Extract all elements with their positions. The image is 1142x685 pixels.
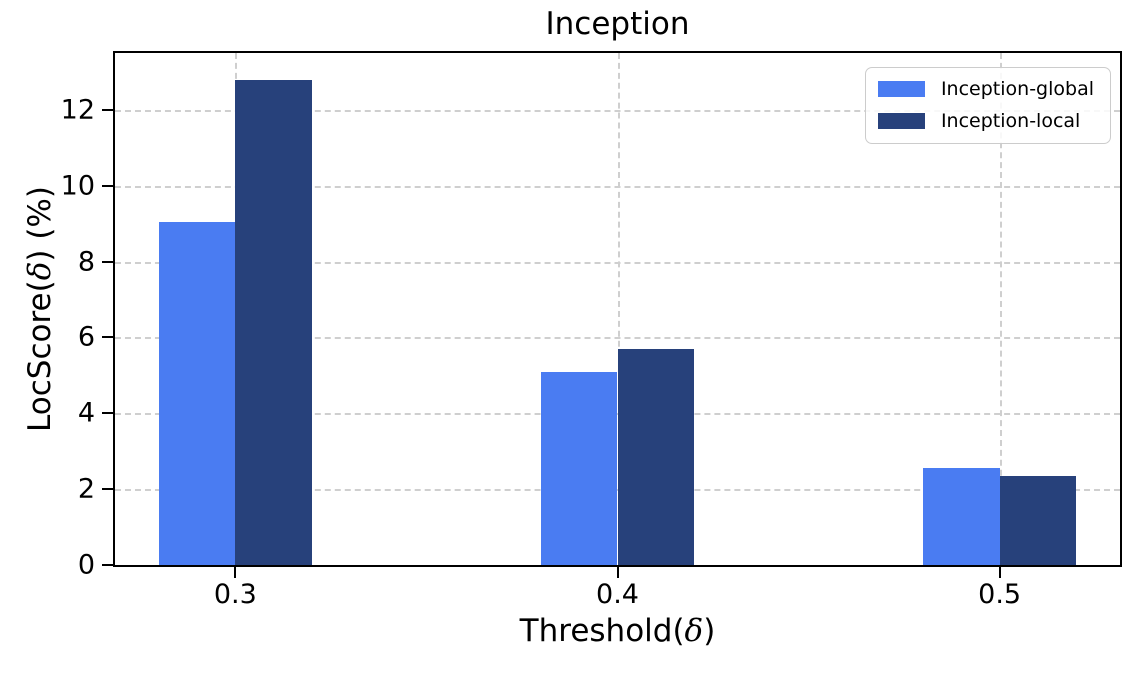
- y-tick-mark: [102, 412, 113, 415]
- y-tick-label: 6: [77, 321, 95, 353]
- y-tick-label: 0: [77, 549, 95, 581]
- legend-label: Inception-local: [940, 109, 1081, 132]
- legend-swatch-inception-global: [877, 81, 925, 98]
- x-tick-label: 0.3: [213, 579, 257, 610]
- legend-label: Inception-global: [940, 78, 1094, 100]
- chart-title: Inception: [545, 6, 690, 42]
- y-tick-mark: [102, 336, 113, 339]
- y-tick-mark: [102, 184, 113, 187]
- x-axis-label-text: Threshold(: [519, 613, 685, 649]
- delta-symbol: δ: [22, 261, 58, 281]
- x-axis-label-suffix: ): [703, 613, 716, 649]
- y-tick-label: 10: [60, 170, 95, 202]
- legend: Inception-global Inception-local: [864, 67, 1111, 144]
- y-axis-label: LocScore(δ) (%): [22, 186, 58, 432]
- y-tick-mark: [102, 488, 113, 491]
- y-axis-label-suffix: ) (%): [22, 186, 58, 262]
- y-tick-label: 2: [77, 473, 95, 505]
- gridline-vertical: [999, 53, 1002, 565]
- delta-symbol: δ: [684, 613, 704, 649]
- bar-inception-local-0.4: [617, 348, 694, 565]
- y-tick-label: 8: [77, 246, 95, 278]
- x-axis-label: Threshold(δ): [113, 613, 1122, 649]
- legend-item-inception-local: Inception-local: [877, 109, 1094, 133]
- x-tick-mark: [234, 567, 237, 578]
- x-tick-label: 0.4: [596, 579, 639, 610]
- y-tick-label: 4: [77, 397, 95, 429]
- y-tick-mark: [102, 260, 113, 263]
- bar-inception-global-0.5: [923, 468, 1000, 565]
- x-tick-mark: [998, 567, 1001, 578]
- legend-swatch-inception-local: [877, 113, 925, 130]
- bar-inception-global-0.4: [541, 371, 618, 565]
- x-tick-label: 0.5: [978, 579, 1022, 610]
- plot-area: 0 2 4 6 8 10 12 0.3 0.4 0.5 Inception-global Incept…: [61, 51, 1122, 608]
- gridline-vertical: [617, 53, 620, 565]
- bar-inception-global-0.3: [158, 221, 236, 565]
- x-tick-mark: [616, 567, 619, 578]
- y-tick-mark: [102, 564, 113, 566]
- y-axis-label-text: LocScore(: [22, 280, 58, 432]
- y-tick-label: 12: [60, 94, 95, 126]
- bar-inception-local-0.3: [235, 79, 312, 565]
- legend-item-inception-global: Inception-global: [877, 78, 1094, 101]
- y-tick-mark: [102, 108, 113, 111]
- bar-inception-local-0.5: [999, 475, 1077, 565]
